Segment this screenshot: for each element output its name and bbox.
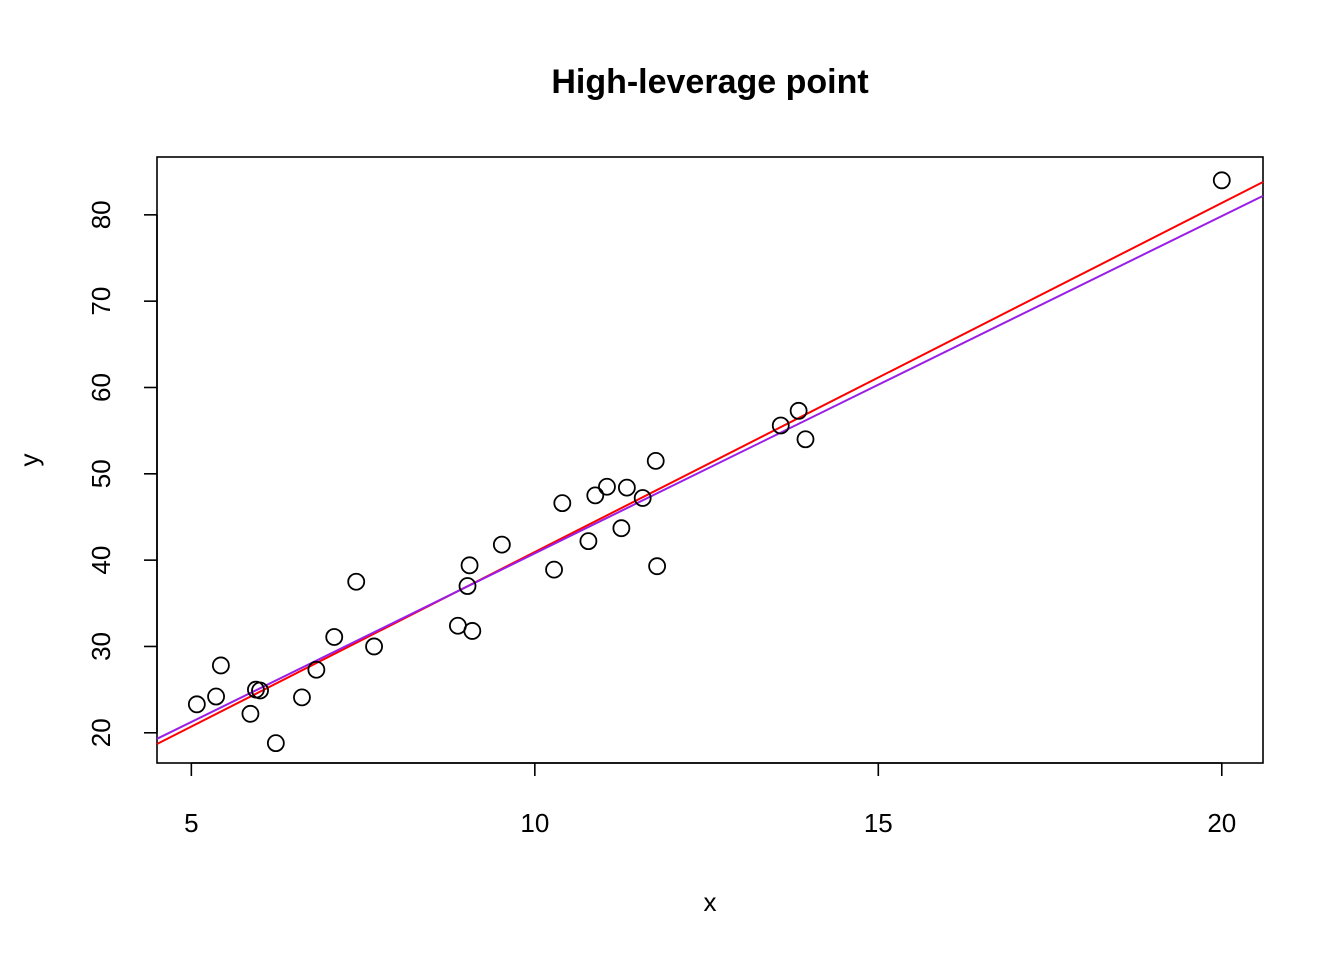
data-point [293,688,311,707]
data-point [187,695,206,714]
y-tick-label: 30 [86,632,116,661]
y-tick-label: 80 [86,200,116,229]
data-point [492,535,511,554]
data-points [187,171,1231,753]
y-tick-label: 40 [86,546,116,575]
data-point [463,622,482,640]
data-point [207,687,225,706]
data-point [771,416,790,435]
plot-frame [156,156,1264,764]
data-point [347,572,366,591]
x-tick-label: 15 [864,808,893,838]
data-point [789,401,808,420]
data-point [1212,171,1231,190]
fit-line-2 [156,194,1264,740]
data-point [251,681,269,700]
y-axis: 20 30 40 50 60 70 80 [86,200,158,747]
x-tick-label: 20 [1207,808,1236,838]
data-point [633,489,652,507]
data-point [617,478,636,497]
data-point [796,430,815,449]
x-tick-label: 5 [184,808,198,838]
regression-lines [156,181,1264,745]
data-point [458,577,477,595]
data-point [648,557,667,576]
data-point [579,532,598,551]
data-point [325,628,344,646]
y-tick-label: 20 [86,718,116,747]
data-point [646,451,665,470]
data-point [553,494,572,513]
y-axis-label: y [14,454,44,467]
x-tick-label: 10 [520,808,549,838]
chart-title: High-leverage point [551,63,868,101]
data-point [241,704,260,723]
fit-line-1 [156,181,1264,745]
data-point [266,734,285,753]
data-point [586,486,605,505]
data-point [612,519,631,538]
data-point [211,656,230,675]
data-point [365,637,383,656]
x-axis: 5 10 15 20 [184,762,1236,838]
y-tick-label: 50 [86,459,116,488]
data-point [460,556,479,575]
y-tick-label: 60 [86,373,116,402]
data-point [307,660,326,679]
data-point [545,560,563,579]
data-point [598,477,616,496]
x-axis-label: x [704,887,717,917]
y-tick-label: 70 [86,287,116,316]
